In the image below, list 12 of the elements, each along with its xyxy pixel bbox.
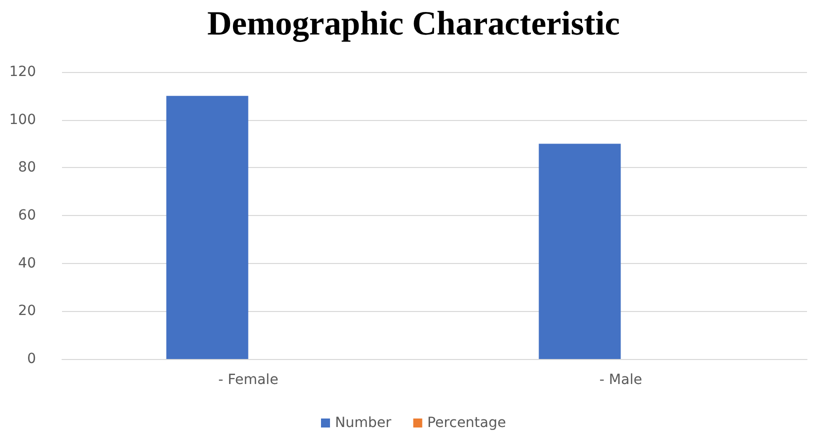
y-tick-label: 0 xyxy=(27,351,36,367)
y-tick-label: 20 xyxy=(18,303,36,320)
y-tick-label: 60 xyxy=(18,208,36,224)
legend-label: Percentage xyxy=(427,415,506,431)
y-tick-label: 40 xyxy=(18,255,36,272)
y-tick-label: 100 xyxy=(9,112,36,128)
y-tick-label: 120 xyxy=(9,64,36,80)
x-tick-label: - Male xyxy=(599,372,642,388)
y-tick-label: 80 xyxy=(18,160,36,176)
chart-title: Demographic Characteristic xyxy=(207,6,620,42)
legend-label: Number xyxy=(335,415,392,431)
x-tick-label: - Female xyxy=(218,372,278,388)
